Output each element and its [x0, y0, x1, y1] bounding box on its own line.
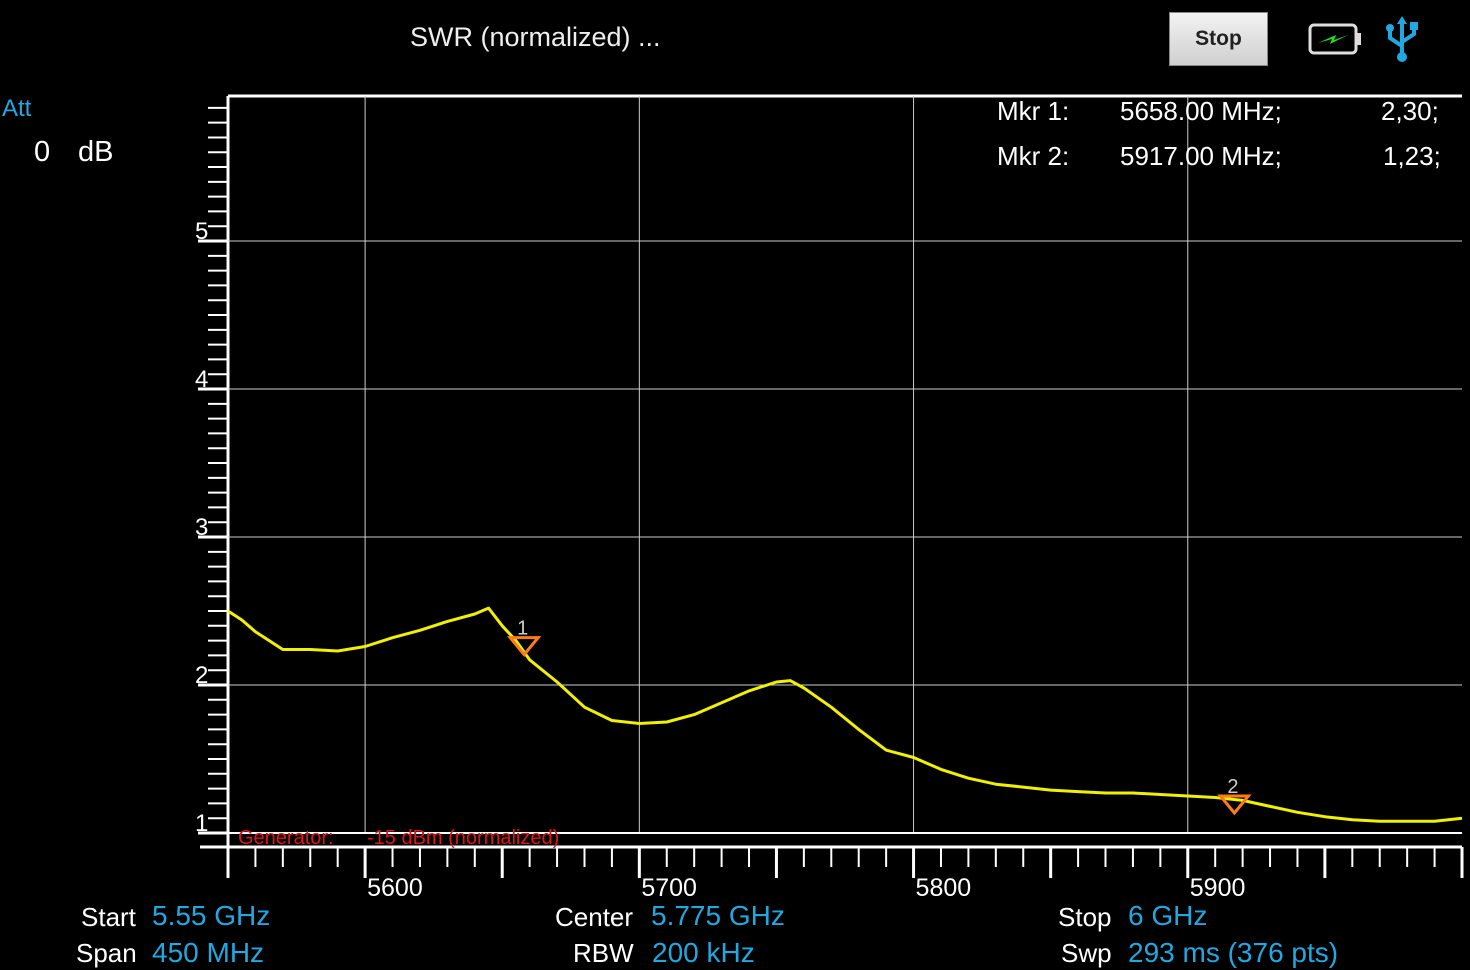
stop-button[interactable]: Stop: [1169, 12, 1268, 66]
marker-1-label: Mkr 1:: [997, 96, 1070, 126]
rbw-value[interactable]: 200 kHz: [652, 937, 755, 968]
marker-2-triangle: [1217, 794, 1252, 816]
y-tick-label-2: 2: [195, 662, 208, 689]
axis-ticks: [198, 106, 1464, 878]
span-value[interactable]: 450 MHz: [152, 937, 265, 968]
marker-2-id: 2: [1227, 776, 1238, 798]
sweep-label: Swp: [1061, 938, 1112, 968]
marker-2-frequency: 5917.00 MHz;: [1120, 141, 1282, 171]
x-tick-label-5600: 5600: [367, 874, 423, 902]
x-tick-label-5800: 5800: [916, 874, 972, 902]
marker-2-label: Mkr 2:: [997, 141, 1070, 171]
start-value[interactable]: 5.55 GHz: [152, 900, 271, 931]
grid-lines: [226, 94, 1462, 878]
y-tick-label-5: 5: [195, 218, 208, 245]
marker-group: 12: [506, 618, 1252, 816]
chart-title: SWR (normalized) ...: [410, 22, 661, 52]
y-tick-label-1: 1: [195, 810, 208, 837]
battery-charging-icon: [1308, 21, 1364, 62]
x-tick-label-5900: 5900: [1190, 874, 1246, 902]
attenuation-unit: dB: [78, 136, 114, 168]
tick-labels: 5600 5700 5800 5900 1 2 3 4 5: [195, 218, 1245, 902]
start-label: Start: [81, 902, 136, 932]
rbw-label: RBW: [573, 938, 634, 968]
y-tick-label-3: 3: [195, 514, 208, 541]
usb-icon: [1384, 16, 1420, 69]
y-tick-label-4: 4: [195, 366, 208, 393]
stop-label: Stop: [1058, 902, 1112, 932]
generator-label: Generator:: [238, 827, 334, 849]
marker-1-frequency: 5658.00 MHz;: [1120, 96, 1282, 126]
sweep-value[interactable]: 293 ms (376 pts): [1128, 937, 1339, 968]
center-label: Center: [555, 902, 634, 932]
attenuation-label: Att: [2, 95, 32, 122]
span-label: Span: [76, 938, 137, 968]
generator-value: -15 dBm (normalized): [367, 827, 559, 849]
marker-1-value: 2,30;: [1381, 96, 1439, 126]
marker-1-triangle: [506, 636, 542, 657]
series-group: [227, 606, 1463, 823]
marker-2-value: 1,23;: [1383, 141, 1441, 171]
attenuation-value: 0: [34, 136, 51, 168]
marker-1-id: 1: [517, 618, 528, 640]
stop-value[interactable]: 6 GHz: [1128, 900, 1208, 931]
series-line-1: [227, 606, 1463, 823]
center-value[interactable]: 5.775 GHz: [651, 900, 785, 931]
x-tick-label-5700: 5700: [641, 874, 697, 902]
